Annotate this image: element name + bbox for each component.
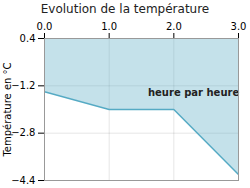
svg-text:−2.8: −2.8 [11,127,35,138]
svg-text:3.0: 3.0 [231,21,247,32]
svg-text:0.0: 0.0 [37,21,53,32]
svg-text:−1.2: −1.2 [11,80,35,91]
svg-text:1.0: 1.0 [101,21,117,32]
svg-text:heure par heure: heure par heure [148,87,239,98]
svg-text:0.4: 0.4 [20,33,36,44]
svg-text:2.0: 2.0 [166,21,182,32]
svg-text:−4.4: −4.4 [11,175,35,186]
html-text:Evolution de la température: Evolution de la température [40,2,210,16]
svg-text:Température en °C: Température en °C [2,62,13,157]
